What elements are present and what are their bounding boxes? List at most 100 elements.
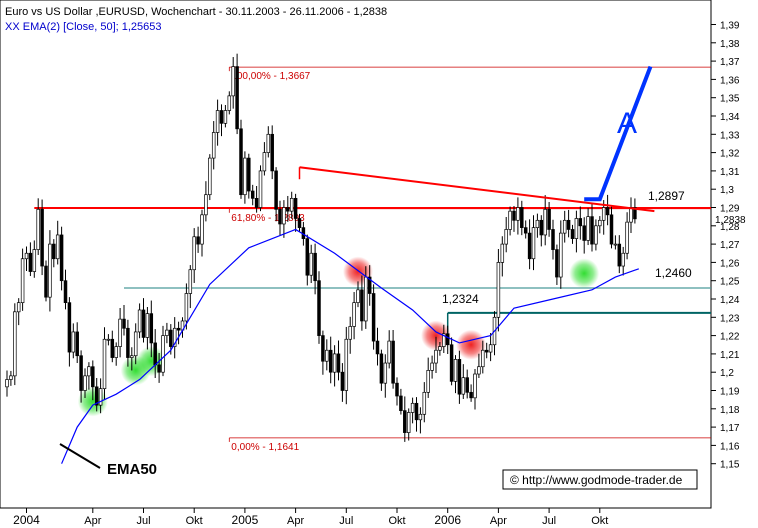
price-bar-up (161, 335, 165, 373)
price-bar-down (484, 349, 489, 353)
price-bar-down (445, 333, 450, 346)
price-bar-down (403, 410, 407, 433)
red-highlight-marker (456, 329, 487, 360)
price-bar-down (317, 280, 321, 336)
price-bar-up (356, 289, 360, 304)
price-bar-up (574, 218, 579, 239)
price-bar-down (414, 402, 419, 421)
price-bar-down (539, 219, 544, 236)
y-tick-label: 1,36 (720, 75, 740, 86)
price-bar-down (465, 377, 469, 393)
price-bar-down (469, 391, 473, 399)
support-label-1: 1,2460 (655, 266, 692, 280)
price-bar-up (32, 249, 37, 272)
price-bar-up (55, 234, 60, 260)
price-bar-up (9, 375, 13, 380)
price-bar-down (578, 218, 583, 227)
price-bar-up (114, 346, 118, 358)
price-bar-down (523, 227, 528, 234)
price-bar-down (555, 249, 559, 278)
x-tick-label: 2006 (434, 513, 461, 527)
price-bar-up (352, 302, 356, 327)
fib-level-label: 0,00% - 1,1641 (231, 442, 299, 453)
price-bar-down (379, 353, 384, 384)
y-axis: 1,39 1,38 1,37 1,36 1,35 1,34 1,33 1,32 1,31 1,3 1… (711, 21, 740, 471)
price-bar-down (110, 338, 115, 358)
y-tick-label: 1,25 (720, 277, 740, 288)
price-bar-up (364, 276, 368, 322)
price-bar-up (20, 258, 25, 304)
price-bar-up (204, 194, 208, 216)
ema50-line (61, 228, 639, 464)
price-bar-up (133, 331, 138, 357)
price-bar-down (169, 329, 173, 347)
price-bar-up (262, 152, 267, 172)
price-bar-down (219, 110, 224, 124)
price-bar-up (192, 236, 196, 271)
price-bar-up (208, 157, 212, 196)
x-tick-label: Okt (388, 515, 405, 527)
y-tick-label: 1,18 (720, 405, 740, 416)
price-bar-up (488, 344, 493, 353)
price-bar-up (102, 338, 107, 390)
price-bar-down (566, 219, 571, 230)
price-bar-up (118, 318, 122, 347)
price-bar-down (63, 280, 68, 304)
price-bar-down (590, 216, 594, 245)
price-bar-down (570, 229, 575, 239)
price-bar-up (165, 329, 169, 336)
x-tick-label: Jul (136, 515, 150, 527)
y-tick-label: 1,33 (720, 130, 740, 141)
price-bar-down (94, 386, 99, 406)
price-bar-up (215, 110, 220, 133)
price-bar-up (36, 208, 40, 250)
x-axis: 2004 Apr Jul Okt 2005 Apr Jul Okt 2006 Apr Jul Okt (13, 508, 608, 527)
price-bar-up (383, 362, 388, 384)
price-bar-down (28, 252, 33, 272)
price-bar-down (340, 371, 345, 391)
y-tick-label: 1,31 (720, 167, 740, 178)
price-bar-down (286, 207, 290, 212)
x-tick-label: Okt (591, 515, 608, 527)
price-bar-up (621, 252, 625, 267)
y-tick-label: 1,17 (720, 423, 740, 434)
price-bar-down (40, 208, 44, 267)
price-bar-up (188, 269, 193, 294)
price-bar-up (13, 311, 17, 377)
price-bar-up (461, 377, 466, 395)
price-bar-up (531, 227, 536, 260)
price-bar-up (418, 413, 423, 421)
price-bar-down (153, 342, 157, 366)
price-bar-down (157, 364, 161, 373)
price-bar-down (59, 234, 64, 282)
price-bar-down (141, 309, 146, 338)
price-bar-up (453, 359, 458, 382)
price-bar-up (289, 198, 294, 212)
price-bar-up (406, 412, 411, 433)
price-bar-up (344, 338, 349, 391)
price-bar-down (609, 214, 614, 245)
y-tick-label: 1,38 (720, 39, 740, 50)
price-bar-up (598, 219, 602, 227)
price-bar-up (145, 313, 150, 338)
price-bar-down (293, 198, 298, 219)
price-bar-down (196, 236, 200, 245)
current-price-label: 1,2838 (715, 215, 746, 226)
price-bar-down (313, 252, 317, 282)
green-highlight-marker (569, 258, 600, 289)
x-tick-label: Jul (542, 515, 556, 527)
price-bar-up (629, 207, 633, 223)
price-bar-down (274, 170, 278, 210)
price-bar-down (395, 382, 399, 397)
x-tick-label: Okt (186, 515, 203, 527)
price-bar-down (176, 327, 181, 331)
price-bar-down (254, 198, 259, 208)
price-bar-up (24, 252, 29, 260)
price-bar-up (477, 366, 481, 375)
resistance-label: 1,2897 (648, 189, 685, 203)
price-bars (5, 53, 637, 442)
price-bar-down (391, 340, 395, 384)
price-bar-up (481, 349, 485, 368)
projection-path (584, 65, 653, 202)
price-bar-up (211, 132, 216, 159)
